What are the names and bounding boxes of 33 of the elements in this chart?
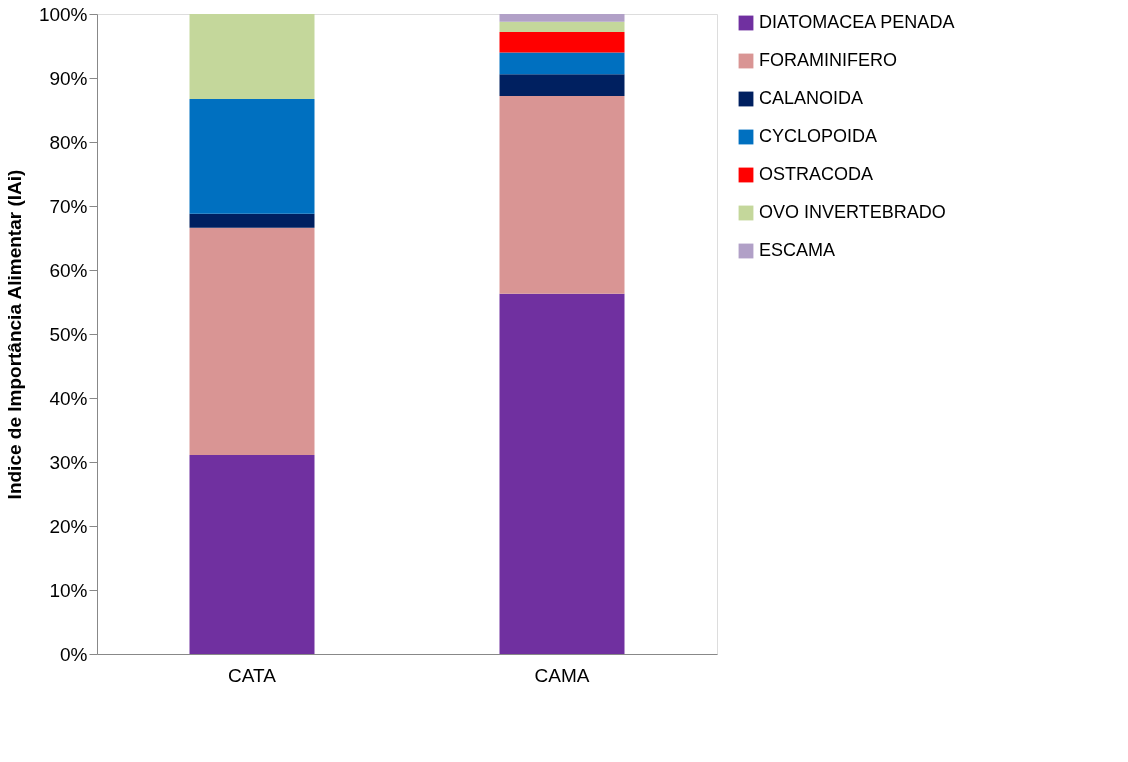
bar xyxy=(499,52,625,75)
bar xyxy=(499,74,625,96)
y-tick-label: 100% xyxy=(38,3,88,25)
legend-label: FORAMINIFERO xyxy=(759,50,897,70)
bar xyxy=(499,14,625,22)
legend-label: OVO INVERTEBRADO xyxy=(759,202,946,222)
bar xyxy=(499,21,625,32)
bar xyxy=(499,31,625,53)
y-tick-label: 10% xyxy=(49,579,88,601)
legend-label: OSTRACODA xyxy=(759,164,874,184)
legend-label: CYCLOPOIDA xyxy=(759,126,878,146)
legend-label: CALANOIDA xyxy=(759,88,864,108)
y-tick-label: 50% xyxy=(49,323,88,345)
bar xyxy=(189,227,315,455)
x-tick-label: CATA xyxy=(228,664,277,686)
x-tick-label: CAMA xyxy=(534,664,590,686)
y-tick-label: 0% xyxy=(60,643,88,665)
y-tick-label: 70% xyxy=(49,195,88,217)
bar xyxy=(189,14,315,100)
bar xyxy=(189,454,315,654)
y-tick-label: 30% xyxy=(49,451,88,473)
y-tick-label: 60% xyxy=(49,259,88,281)
legend-label: ESCAMA xyxy=(759,240,836,260)
bar xyxy=(189,213,315,228)
y-tick-label: 20% xyxy=(49,515,88,537)
bar xyxy=(189,99,315,214)
bar xyxy=(499,293,625,654)
y-tick-label: 80% xyxy=(49,131,88,153)
y-tick-label: 90% xyxy=(49,67,88,89)
y-tick-label: 40% xyxy=(49,387,88,409)
bar xyxy=(499,95,625,294)
legend-label: DIATOMACEA PENADA xyxy=(759,12,955,32)
y-axis-title: Indice de Importância Alimentar (IAi) xyxy=(3,169,25,500)
